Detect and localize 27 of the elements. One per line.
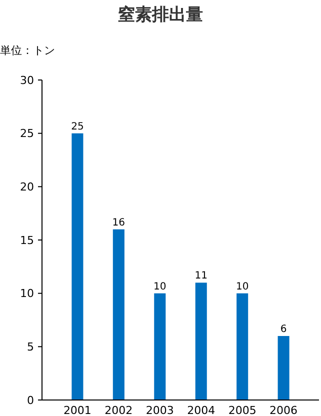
bar <box>195 282 207 400</box>
y-tick-label: 15 <box>20 234 34 247</box>
y-tick-label: 0 <box>27 394 34 407</box>
x-tick-label: 2001 <box>63 404 92 416</box>
data-label: 10 <box>154 281 166 292</box>
bar <box>154 293 166 400</box>
chart-title: 窒素排出量 <box>118 5 203 25</box>
x-tick-label: 2006 <box>270 404 298 416</box>
x-tick-label: 2004 <box>187 404 216 416</box>
data-label: 10 <box>236 281 249 292</box>
text: 単位：トン <box>0 44 55 57</box>
bar <box>112 229 124 400</box>
data-label: 11 <box>194 270 208 282</box>
y-tick-label: 30 <box>20 74 34 87</box>
y-tick-label: 5 <box>27 340 34 354</box>
data-label: 25 <box>71 121 84 132</box>
x-tick-label: 2003 <box>146 404 174 416</box>
y-tick-label: 20 <box>20 180 34 194</box>
y-tick-label: 25 <box>20 127 34 140</box>
bar <box>236 293 248 400</box>
x-tick-label: 2002 <box>104 404 133 416</box>
data-label: 6 <box>280 324 287 335</box>
bar <box>278 336 290 400</box>
x-tick-label: 2005 <box>228 404 256 416</box>
data-label: 16 <box>112 217 126 228</box>
bar <box>72 133 84 400</box>
y-tick-label: 10 <box>20 287 34 300</box>
